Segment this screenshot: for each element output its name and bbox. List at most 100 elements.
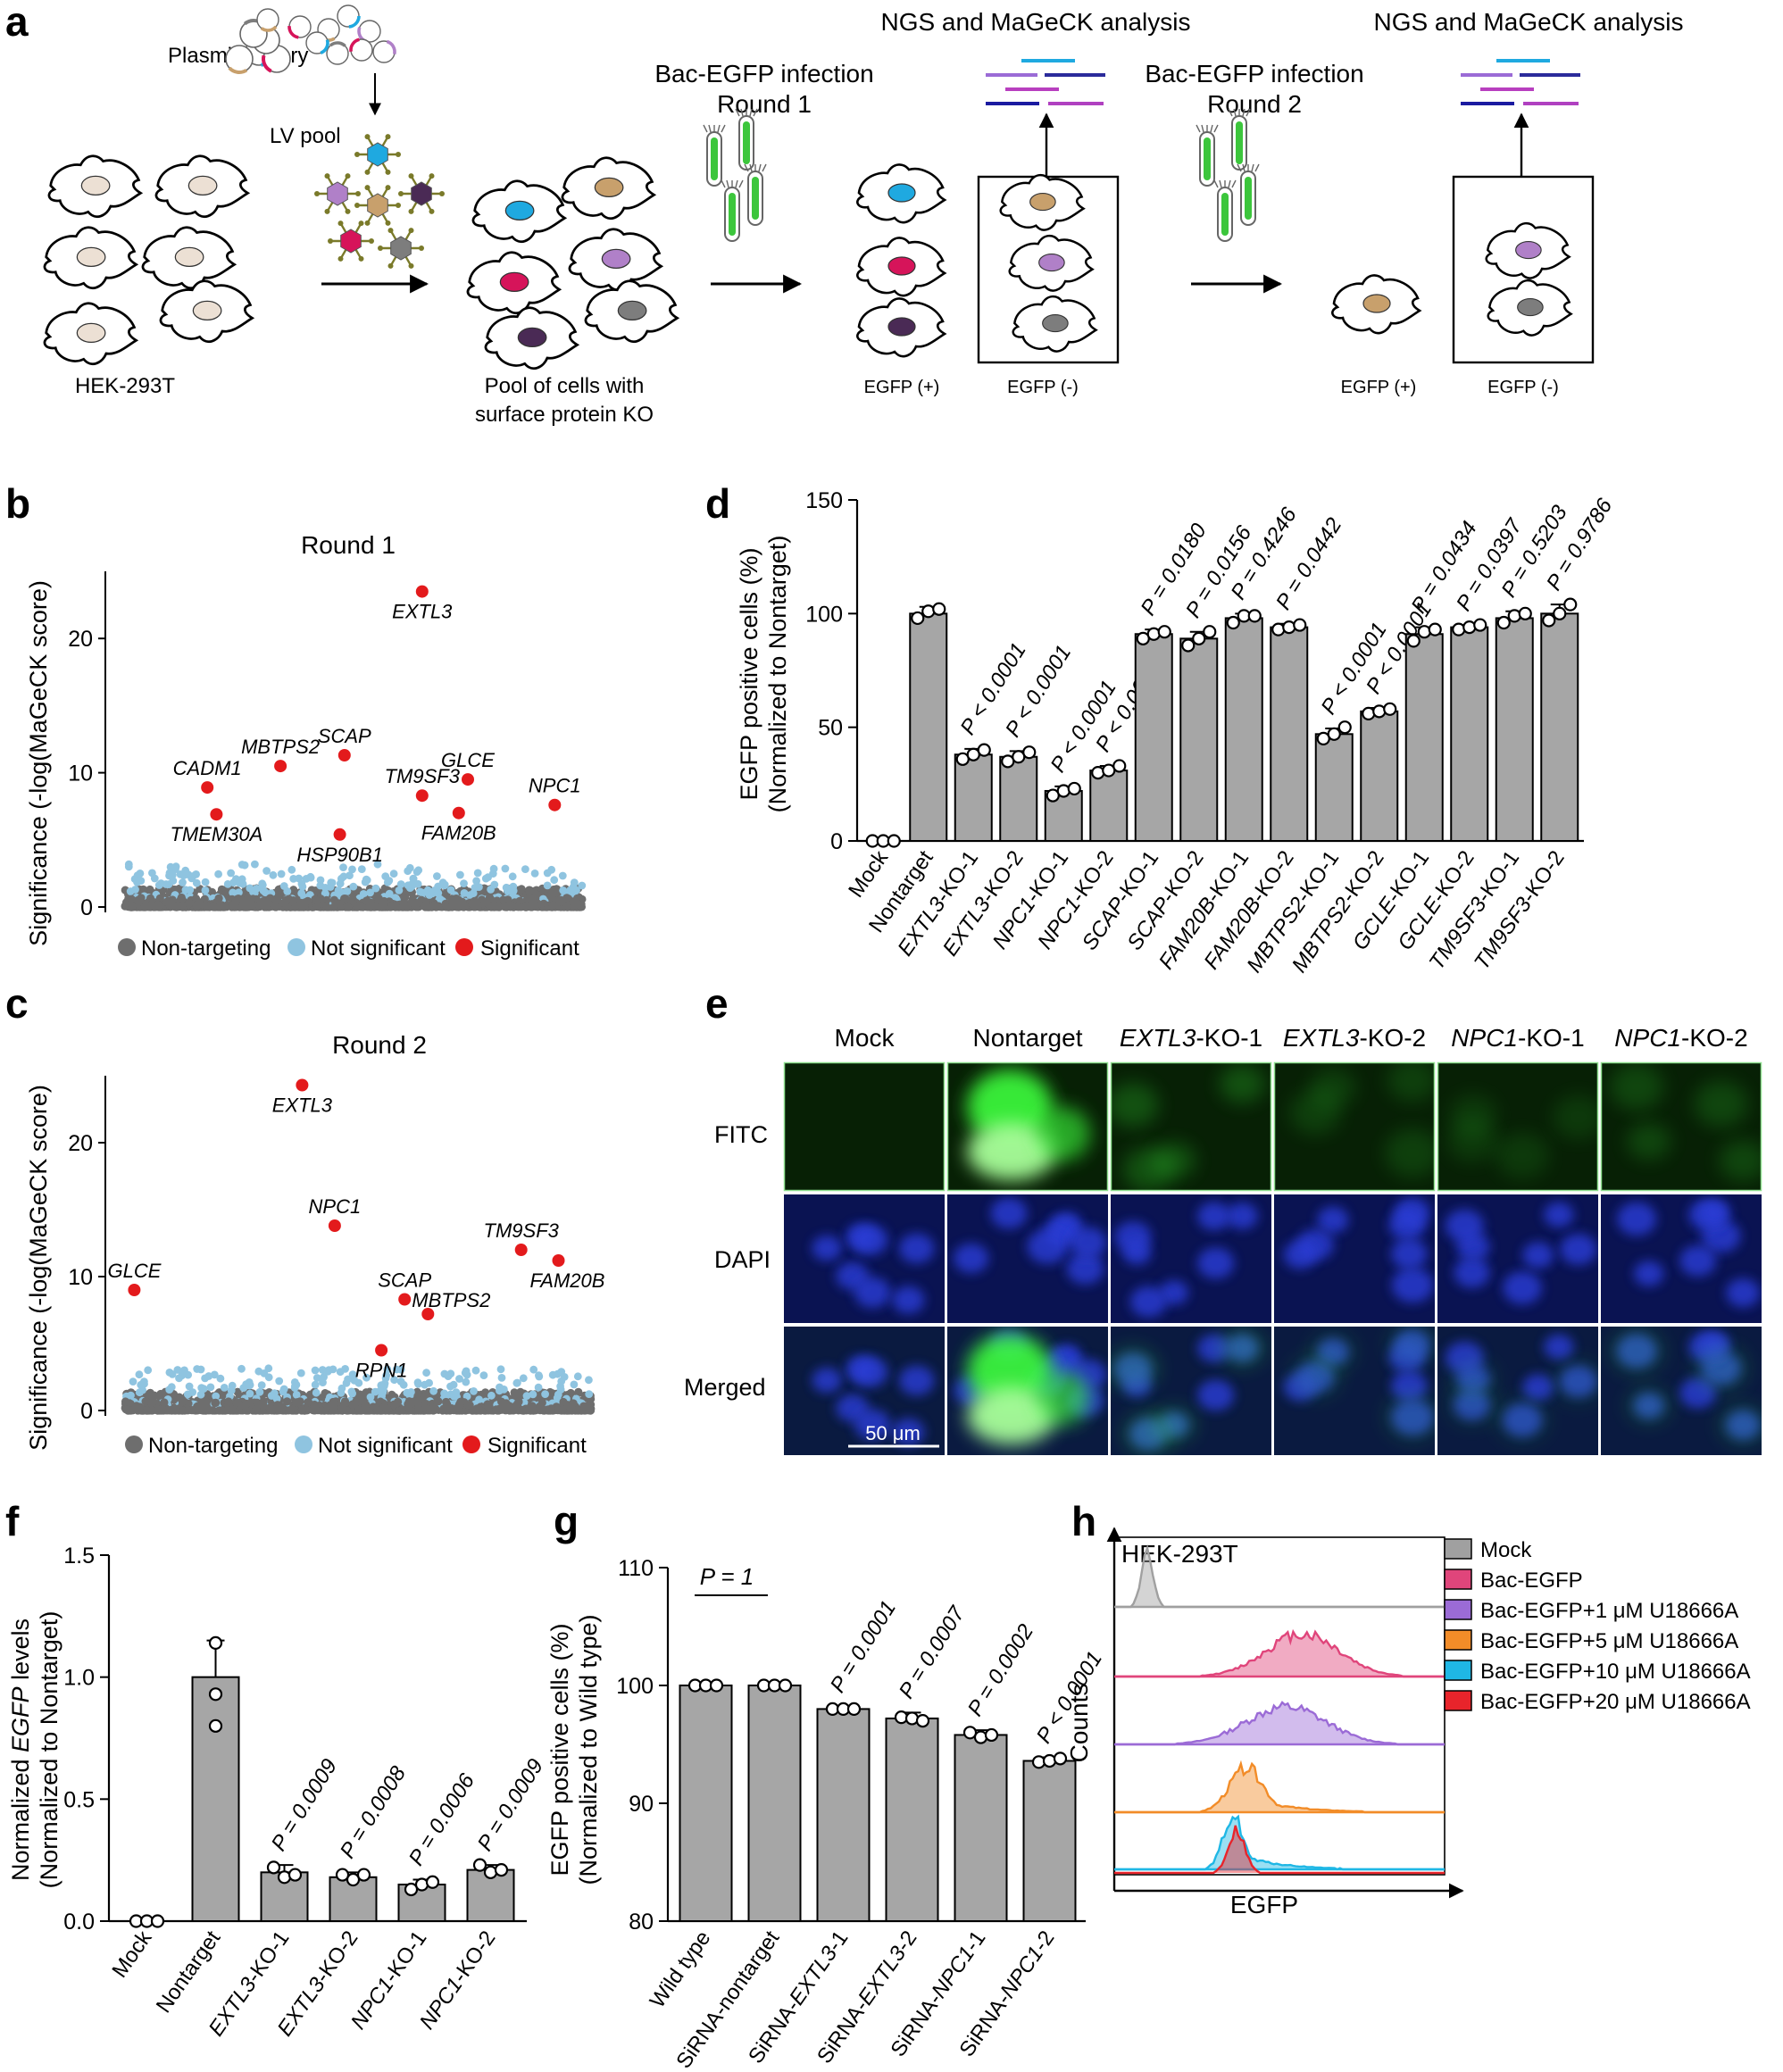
- nucleus-blob: [854, 1409, 891, 1441]
- point-nontargeting: [492, 1405, 501, 1414]
- virus-spike-tip: [398, 191, 404, 196]
- point-not-significant: [229, 888, 237, 897]
- point-nontargeting: [563, 1401, 572, 1410]
- plasmid-icon: [337, 4, 361, 29]
- rod-fiber: [1242, 108, 1246, 117]
- replicate-point: [1337, 720, 1352, 735]
- rod-fiber: [762, 163, 767, 172]
- pool-label-line1: Pool of cells with: [485, 374, 645, 398]
- point-nontargeting: [202, 901, 211, 910]
- nucleus-blob: [898, 1365, 935, 1396]
- point-not-significant: [262, 867, 271, 875]
- replicate-point: [1053, 1752, 1068, 1766]
- replicate-point: [1553, 606, 1567, 620]
- chart-title: HEK-293T: [1121, 1540, 1238, 1568]
- point-not-significant: [382, 1371, 391, 1380]
- category-label: Nontarget: [152, 1926, 226, 2018]
- y-axis-label-line1: EGFP positive cells (%): [546, 1623, 573, 1876]
- ngs-label-1: NGS and MaGeCK analysis: [880, 8, 1190, 36]
- point-nontargeting: [282, 903, 291, 911]
- point-not-significant: [399, 1380, 408, 1389]
- image-tile-fitc: [1273, 1061, 1436, 1192]
- point-significant-fam20b: [452, 806, 465, 820]
- egfp-signal: [967, 1334, 1053, 1409]
- tile-frame: [1110, 1061, 1272, 1192]
- egfp-signal: [967, 1123, 1056, 1180]
- point-nontargeting: [414, 1405, 423, 1414]
- cell-icon: [1012, 295, 1098, 353]
- point-nontargeting: [405, 1406, 414, 1415]
- bar: [747, 1685, 802, 1922]
- rod-fiber: [1242, 163, 1246, 172]
- cell-nucleus: [499, 271, 529, 293]
- plasmid-insert: [262, 54, 272, 73]
- replicate-point: [1372, 704, 1387, 719]
- point-nontargeting: [178, 1406, 187, 1415]
- gene-label-npc1: NPC1: [529, 775, 581, 797]
- gene-label-extl3: EXTL3: [392, 601, 453, 623]
- point-not-significant: [269, 870, 278, 879]
- point-nontargeting: [506, 901, 515, 910]
- point-not-significant: [311, 1366, 320, 1375]
- point-not-significant: [585, 1376, 593, 1385]
- point-not-significant: [339, 872, 348, 881]
- egfp-signal: [1219, 1064, 1265, 1103]
- point-not-significant: [348, 865, 356, 874]
- point-not-significant: [366, 1393, 375, 1402]
- panel-letter-c: c: [5, 980, 29, 1027]
- y-tick-label: 80: [629, 1910, 654, 1935]
- replicate-point: [1226, 615, 1240, 630]
- replicate-point: [1192, 631, 1206, 645]
- point-nontargeting: [224, 1397, 233, 1406]
- cell-nucleus: [887, 317, 916, 337]
- tile-background: [784, 1062, 945, 1191]
- category-label-part: SiRNA-: [812, 1996, 873, 2068]
- nucleus-blob: [898, 1233, 935, 1264]
- rod-fiber: [744, 163, 749, 172]
- category-label-part: -KO-2: [448, 1926, 501, 1987]
- point-not-significant: [138, 1385, 147, 1394]
- tile-frame: [946, 1061, 1109, 1192]
- tile-content: [947, 1327, 1108, 1455]
- replicate-point: [1462, 620, 1477, 635]
- cell-nucleus: [887, 256, 916, 276]
- image-tile-merged: [1601, 1327, 1762, 1455]
- point-nontargeting: [310, 1402, 319, 1411]
- y-tick-label: 100: [616, 1674, 654, 1699]
- baculovirus-icon: [744, 163, 767, 226]
- egfp-signal: [1627, 1386, 1671, 1425]
- point-not-significant: [585, 1390, 594, 1398]
- cell-icon: [1331, 274, 1422, 335]
- point-nontargeting: [538, 1405, 547, 1414]
- tile-content: [1274, 1194, 1435, 1323]
- y-axis-label-line2: (Normalized to Nontarget): [764, 536, 791, 813]
- y-tick-label: 10: [68, 1265, 93, 1290]
- tile-content: [784, 1327, 945, 1455]
- point-not-significant: [199, 1385, 208, 1393]
- rod-genome: [752, 177, 759, 220]
- row-label-fitc: FITC: [714, 1121, 768, 1148]
- point-not-significant: [187, 874, 196, 883]
- scatter-legend: Non-targeting Not significant Significan…: [118, 936, 579, 961]
- replicate-point: [1056, 784, 1071, 798]
- gene-label-tm9sf3: TM9SF3: [484, 1219, 560, 1242]
- nucleus-blob: [852, 1224, 888, 1256]
- point-not-significant: [535, 1371, 543, 1380]
- point-not-significant: [179, 871, 188, 879]
- category-label-part: EXTL3: [272, 1973, 330, 2041]
- column-label-suffix: -KO-1: [1196, 1024, 1262, 1052]
- point-not-significant: [220, 1384, 229, 1392]
- scatter-round1: Round 1 Significance (-log(MaGeCK score)…: [25, 531, 587, 961]
- cell-nucleus: [887, 183, 916, 203]
- point-not-significant: [456, 870, 464, 879]
- point-nontargeting: [195, 1405, 204, 1414]
- chart-title: Round 1: [301, 531, 396, 559]
- row-label-dapi: DAPI: [714, 1246, 771, 1273]
- point-not-significant: [500, 1385, 508, 1394]
- rod-genome: [729, 193, 736, 236]
- p-value-label: P = 0.0001: [826, 1596, 901, 1697]
- point-not-significant: [455, 1375, 463, 1383]
- histogram-fill: [1114, 1548, 1445, 1607]
- point-not-significant: [258, 879, 267, 888]
- column-label: Mock: [835, 1024, 896, 1052]
